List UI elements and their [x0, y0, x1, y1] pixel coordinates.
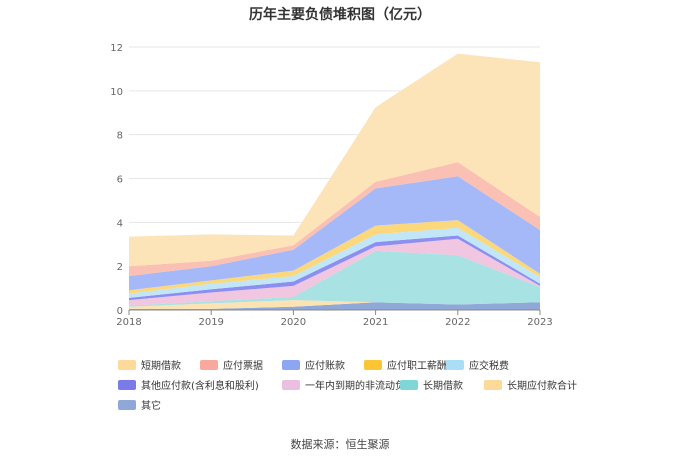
- legend-label: 应交税费: [469, 361, 509, 372]
- y-tick-label: 8: [117, 131, 123, 142]
- x-tick-label: 2023: [527, 317, 552, 328]
- legend-swatch: [118, 359, 136, 370]
- legend-item[interactable]: 其他应付款(含利息和股利): [118, 377, 259, 392]
- y-tick-label: 10: [110, 87, 123, 98]
- legend-label: 其它: [141, 401, 161, 412]
- area-series: [129, 220, 540, 294]
- legend-item[interactable]: 应付票据: [200, 357, 263, 372]
- legend-label: 一年内到期的非流动负债: [305, 381, 415, 392]
- x-tick-label: 2021: [363, 317, 388, 328]
- area-series: [129, 238, 540, 306]
- y-tick-label: 6: [117, 175, 123, 186]
- axes: 0 2 4 6 8 10 12 2018 2019 2020 2021 2022 2023: [110, 43, 552, 328]
- source-note: 数据来源：恒生聚源: [290, 438, 390, 451]
- legend-label: 长期借款: [423, 381, 463, 392]
- legend-swatch: [400, 379, 418, 390]
- legend-label: 应付票据: [223, 361, 263, 372]
- x-tick-label: 2022: [445, 317, 470, 328]
- legend-label: 短期借款: [141, 361, 181, 372]
- x-tick-label: 2018: [116, 317, 141, 328]
- chart-title: 历年主要负债堆积图（亿元）: [249, 7, 431, 23]
- area-series: [129, 176, 540, 291]
- legend-swatch: [446, 359, 464, 370]
- area-series-group: [129, 53, 540, 310]
- legend-swatch: [118, 399, 136, 410]
- legend-label: 其他应付款(含利息和股利): [141, 381, 259, 392]
- legend-item[interactable]: 长期应付款合计: [484, 377, 577, 392]
- area-series: [129, 162, 540, 276]
- area-series: [129, 235, 540, 301]
- legend-swatch: [282, 359, 300, 370]
- legend-swatch: [484, 379, 502, 390]
- legend-swatch: [282, 379, 300, 390]
- y-tick-label: 2: [117, 262, 123, 273]
- x-tick-label: 2020: [281, 317, 306, 328]
- x-tick-label: 2019: [198, 317, 223, 328]
- legend-label: 应付职工薪酬: [387, 361, 447, 372]
- area-series: [129, 250, 540, 307]
- legend-label: 应付账款: [305, 361, 345, 372]
- legend-swatch: [200, 359, 218, 370]
- legend-item[interactable]: 短期借款: [118, 357, 181, 372]
- legend-label: 长期应付款合计: [507, 381, 577, 392]
- legend-swatch: [118, 379, 136, 390]
- y-tick-label: 12: [110, 43, 123, 54]
- area-series: [129, 300, 540, 309]
- legend-item[interactable]: 应付职工薪酬: [364, 357, 447, 372]
- y-tick-label: 4: [117, 218, 123, 229]
- legend-item[interactable]: 应付账款: [282, 357, 345, 372]
- legend-swatch: [364, 359, 382, 370]
- area-series: [129, 53, 540, 267]
- legend-item[interactable]: 一年内到期的非流动负债: [282, 377, 415, 392]
- legend-item[interactable]: 长期借款: [400, 377, 463, 392]
- y-tick-label: 0: [117, 306, 123, 317]
- legend-item[interactable]: 其它: [118, 397, 161, 412]
- legend-item[interactable]: 应交税费: [446, 357, 509, 372]
- area-series: [129, 302, 540, 310]
- area-series: [129, 227, 540, 298]
